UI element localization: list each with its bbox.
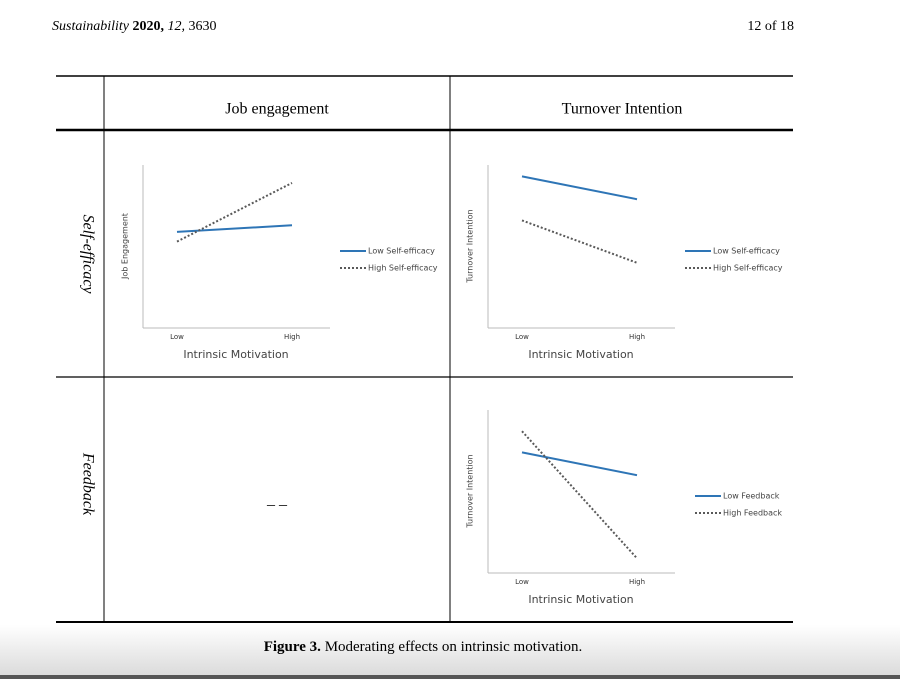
x-tick-label: High <box>629 333 645 341</box>
year: 2020, <box>133 19 165 34</box>
y-axis-label: Job Engagement <box>121 213 130 280</box>
row-header: Self-efficacy <box>79 214 96 294</box>
x-tick-label: Low <box>170 333 184 341</box>
legend-label: High Self-efficacy <box>368 264 438 273</box>
y-axis-label: Turnover Intention <box>466 209 475 283</box>
caption-label: Figure 3. <box>264 639 321 655</box>
x-tick-label: High <box>629 578 645 586</box>
x-axis-label: Intrinsic Motivation <box>528 348 633 361</box>
series-line <box>521 175 638 201</box>
legend-label: Low Self-efficacy <box>368 247 435 256</box>
volume: 12, <box>168 19 186 34</box>
caption-text: Moderating effects on intrinsic motivati… <box>325 639 583 655</box>
x-tick-label: High <box>284 333 300 341</box>
footer-shade <box>0 625 900 679</box>
empty-cell-mark: – – <box>266 497 288 514</box>
series-line <box>521 451 638 477</box>
x-tick-label: Low <box>515 578 529 586</box>
column-header: Job engagement <box>225 101 329 118</box>
footer-bar <box>0 675 900 679</box>
running-head: Sustainability 2020, 12, 3630 <box>52 19 217 34</box>
x-tick-label: Low <box>515 333 529 341</box>
y-axis-label: Turnover Intention <box>466 454 475 528</box>
legend-label: High Feedback <box>723 509 782 518</box>
journal: Sustainability <box>52 19 130 34</box>
series-line <box>521 430 638 560</box>
series-line <box>176 224 293 233</box>
article: 3630 <box>189 19 217 34</box>
table-rules <box>56 75 793 623</box>
caption: Figure 3. Moderating effects on intrinsi… <box>264 639 583 655</box>
legend-label: Low Feedback <box>723 492 780 501</box>
page-number: 12 of 18 <box>747 19 794 34</box>
x-axis-label: Intrinsic Motivation <box>528 593 633 606</box>
row-header: Feedback <box>79 452 96 516</box>
legend-label: High Self-efficacy <box>713 264 783 273</box>
legend-label: Low Self-efficacy <box>713 247 780 256</box>
column-header: Turnover Intention <box>562 101 683 118</box>
series-line <box>176 182 293 243</box>
x-axis-label: Intrinsic Motivation <box>183 348 288 361</box>
series-line <box>521 219 638 264</box>
